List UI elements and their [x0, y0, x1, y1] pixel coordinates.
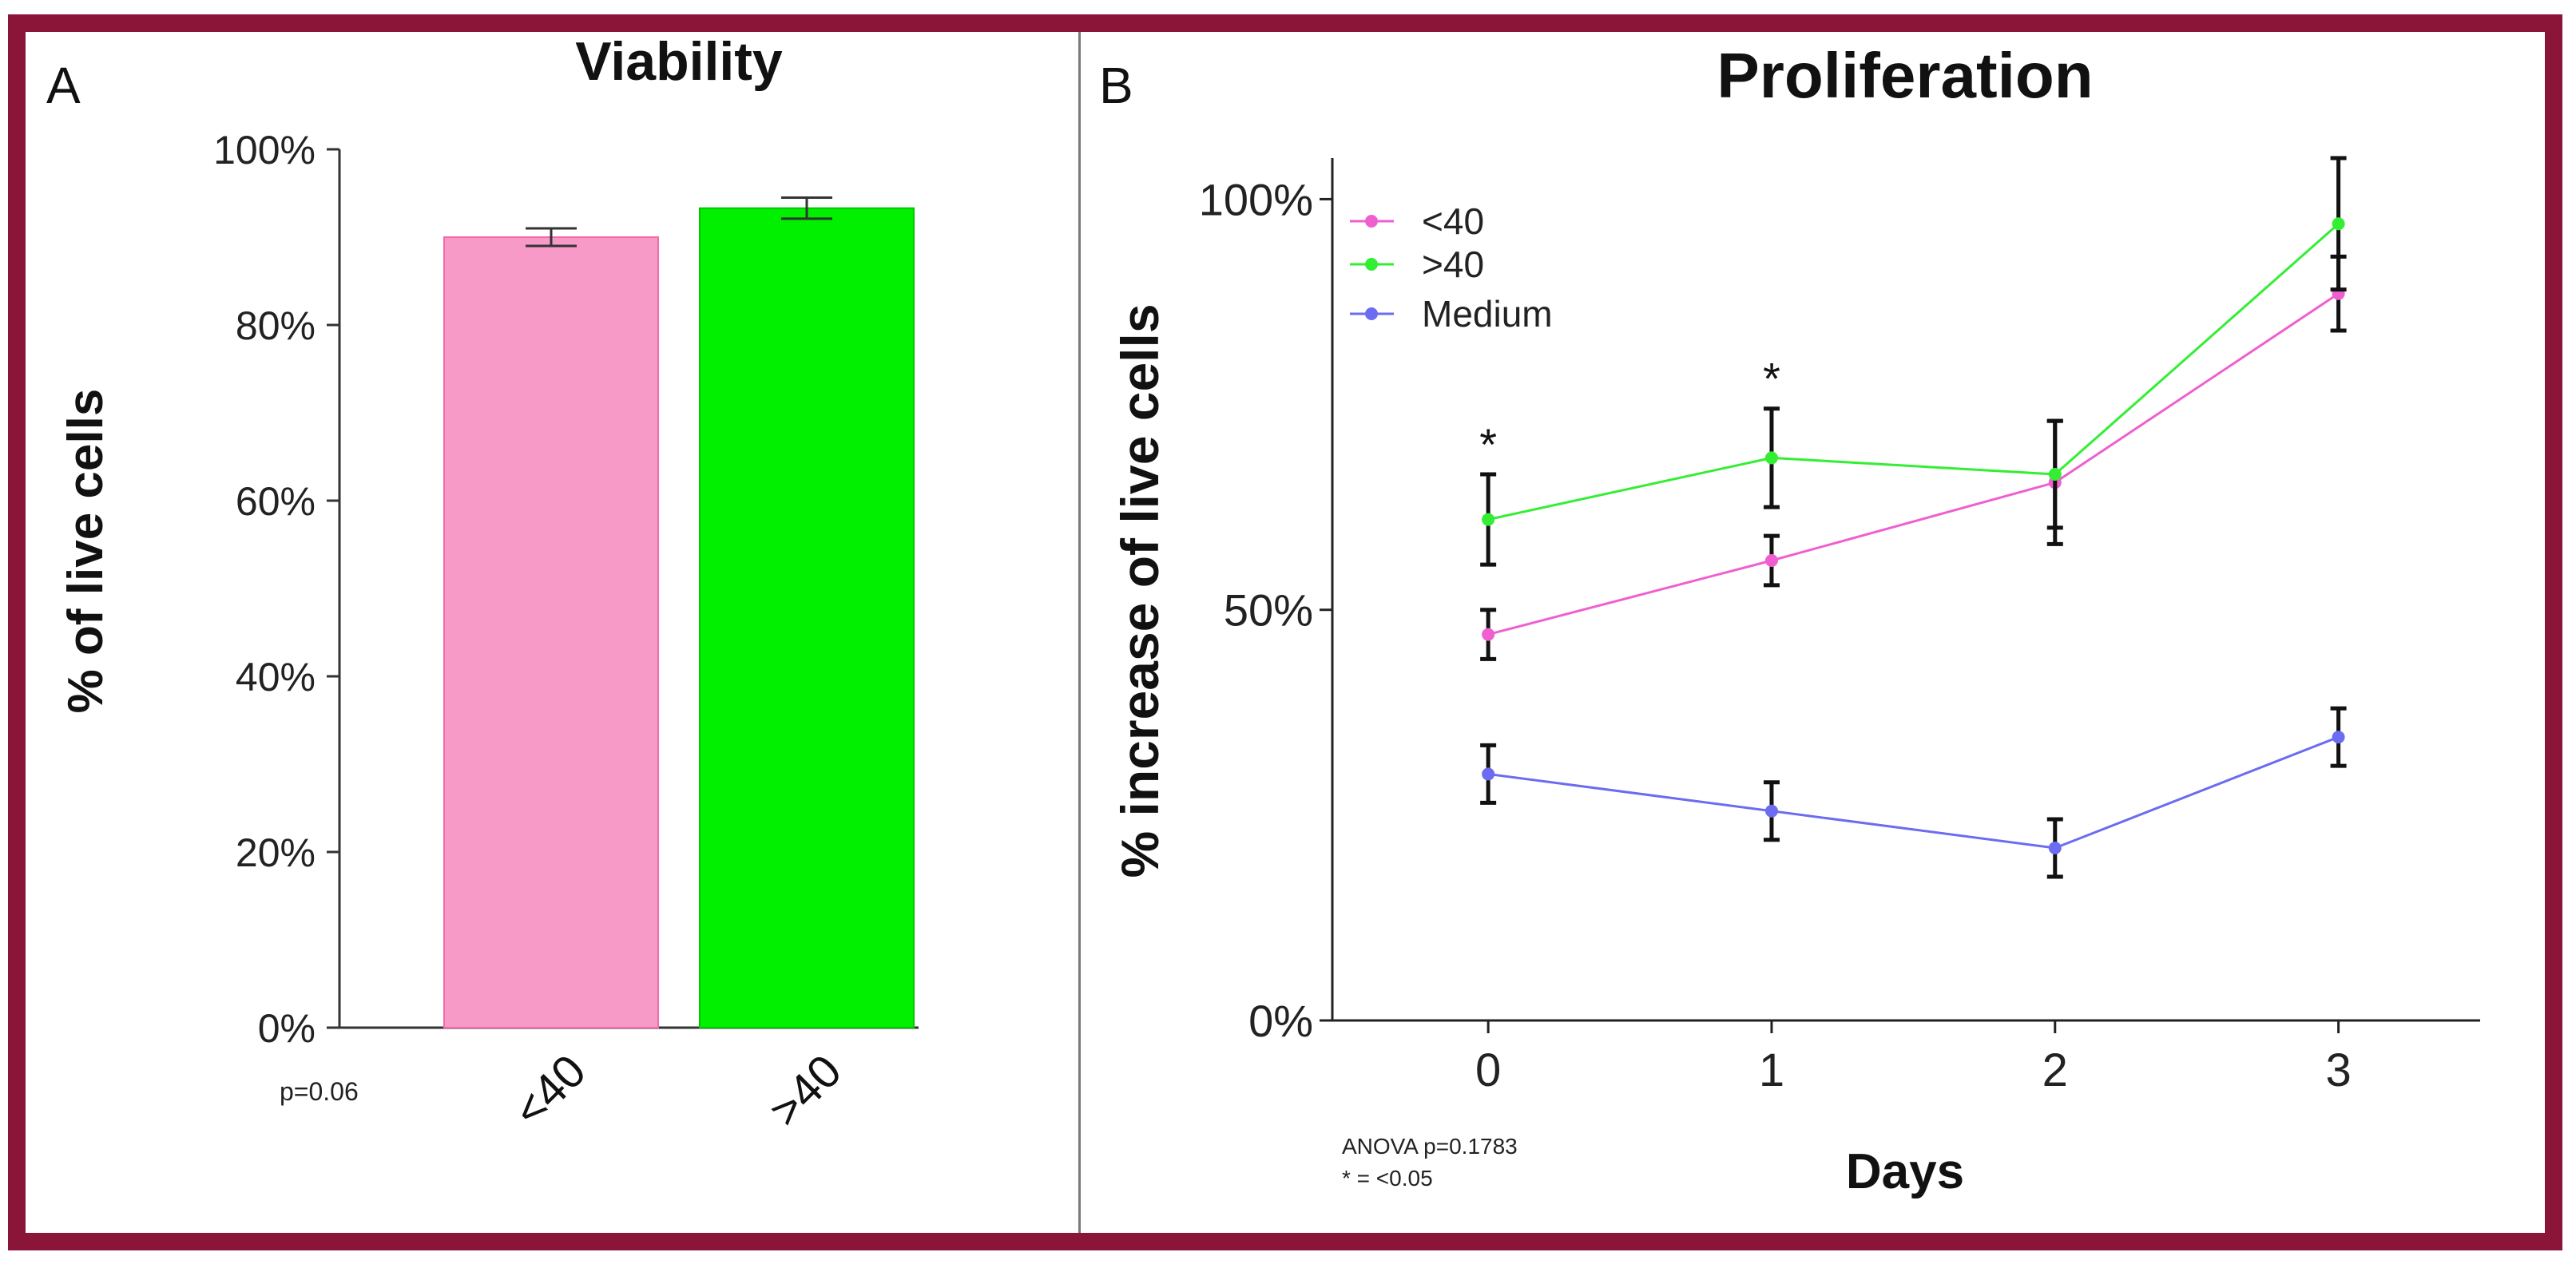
y-tick-label: 40%	[236, 655, 316, 699]
x-tick-label: 2	[2042, 1044, 2068, 1096]
legend-label-medium: Medium	[1422, 293, 1553, 335]
significance-marker: *	[1763, 354, 1780, 404]
y-tick-label: 100%	[213, 128, 316, 172]
series-line-gt40	[1487, 223, 2340, 521]
legend-label-lt40: <40	[1422, 200, 1484, 242]
chart-title: Viability	[575, 31, 783, 92]
x-tick-label: 1	[1759, 1044, 1784, 1096]
y-tick-label: 80%	[236, 303, 316, 348]
p-value-note: p=0.06	[280, 1077, 359, 1106]
bar-lt40	[443, 236, 659, 1028]
data-point-medium	[1764, 804, 1778, 818]
data-point-gt40	[2332, 217, 2345, 231]
data-point-gt40	[2048, 468, 2062, 481]
legend-label-gt40: >40	[1422, 244, 1484, 285]
y-axis-label: % increase of live cells	[1110, 303, 1169, 878]
proliferation-chart: Proliferation % increase of live cells Day…	[1110, 40, 2480, 1199]
data-point-lt40	[1482, 628, 1495, 641]
panel-b-label: B	[1099, 57, 1133, 114]
x-axis-label: Days	[1846, 1144, 1964, 1199]
y-axis-label: % of live cells	[58, 389, 113, 714]
legend-marker-lt40	[1365, 215, 1378, 228]
y-tick-label: 50%	[1224, 585, 1313, 636]
legend-marker-gt40	[1365, 258, 1378, 271]
data-point-medium	[2048, 842, 2062, 854]
x-tick-label: 3	[2325, 1044, 2351, 1096]
legend-marker-medium	[1365, 307, 1378, 320]
data-point-medium	[2332, 731, 2345, 744]
anova-note: ANOVA p=0.1783	[1342, 1134, 1518, 1159]
y-tick-label: 20%	[236, 830, 316, 875]
x-tick-label-gt40: >40	[759, 1044, 851, 1137]
y-tick-label: 0%	[1248, 996, 1313, 1046]
y-tick-label: 60%	[236, 479, 316, 524]
series-line-lt40	[1487, 292, 2340, 636]
data-point-medium	[1482, 767, 1495, 781]
bar-gt40	[699, 207, 915, 1029]
viability-chart: Viability % of live cells 0% 20% 40% 60% 80% 10…	[58, 31, 919, 1137]
x-tick-label: 0	[1475, 1044, 1501, 1096]
chart-title: Proliferation	[1717, 40, 2093, 111]
series-line-medium	[1487, 735, 2340, 850]
significance-note: * = <0.05	[1342, 1166, 1433, 1191]
y-tick-label: 100%	[1199, 174, 1313, 224]
y-tick-label: 0%	[258, 1006, 316, 1051]
data-point-lt40	[1764, 554, 1778, 567]
data-point-gt40	[1764, 451, 1778, 465]
figure-frame	[8, 14, 2562, 1250]
panel-divider	[1078, 32, 1081, 1233]
data-point-gt40	[1482, 513, 1495, 526]
panel-a-label: A	[46, 57, 81, 114]
significance-marker: *	[1479, 419, 1497, 470]
x-tick-label-lt40: <40	[503, 1044, 596, 1137]
